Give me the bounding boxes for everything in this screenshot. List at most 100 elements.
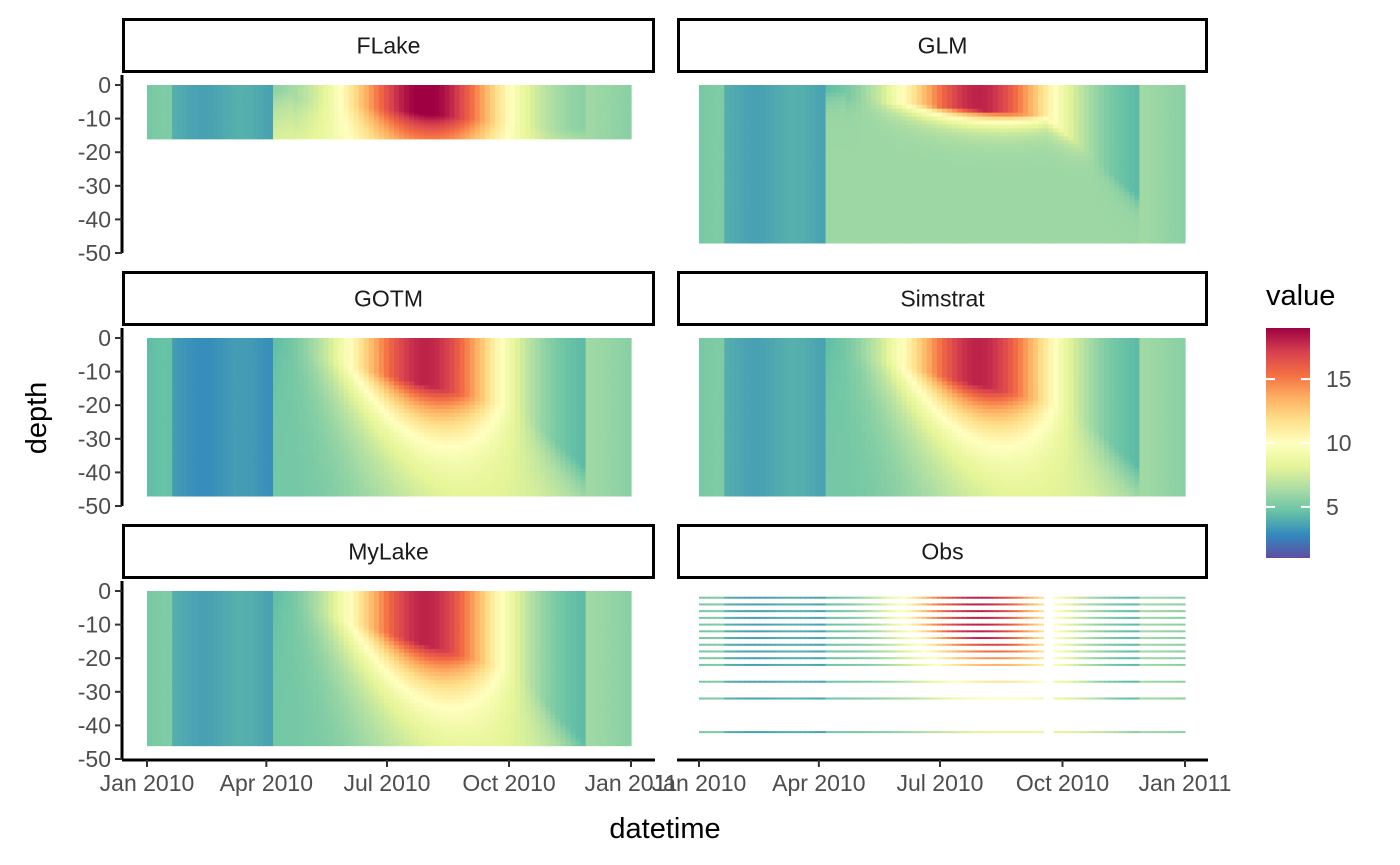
heatmap-cell — [494, 121, 501, 124]
heatmap-cell — [227, 110, 234, 113]
heatmap-cell — [724, 96, 730, 102]
heatmap-cell — [459, 86, 466, 89]
heatmap-cell — [739, 160, 746, 165]
heatmap-cell — [835, 179, 842, 185]
heatmap-cell — [162, 107, 168, 110]
heatmap-cell — [479, 133, 486, 136]
heatmap-cell — [333, 95, 340, 98]
heatmap-cell — [515, 109, 521, 112]
heatmap-cell — [389, 90, 395, 93]
heatmap-cell — [383, 105, 390, 108]
heatmap-cell — [212, 91, 219, 94]
heatmap-cell — [207, 97, 214, 100]
heatmap-cell — [429, 105, 435, 108]
heatmap-cell — [570, 87, 577, 90]
heatmap-cell — [464, 90, 471, 93]
heatmap-cell — [394, 133, 400, 136]
heatmap-cell — [162, 102, 168, 105]
heatmap-cell — [474, 107, 481, 110]
heatmap-cell — [489, 130, 496, 133]
heatmap-cell — [575, 125, 582, 128]
heatmap-cell — [510, 132, 516, 134]
heatmap-cell — [615, 99, 622, 102]
heatmap-cell — [409, 109, 415, 112]
heatmap-cell — [389, 128, 395, 130]
heatmap-cell — [227, 121, 234, 124]
heatmap-cell — [172, 102, 178, 105]
heatmap-cell — [744, 175, 751, 181]
heatmap-cell — [202, 87, 209, 90]
heatmap-cell — [409, 101, 415, 104]
heatmap-cell — [177, 125, 183, 128]
heatmap-cell — [704, 124, 710, 130]
heatmap-cell — [459, 134, 466, 137]
heatmap-cell — [795, 207, 801, 212]
heatmap-cell — [759, 92, 766, 98]
heatmap-cell — [172, 122, 178, 125]
heatmap-cell — [227, 102, 234, 105]
heatmap-cell — [714, 195, 720, 201]
heatmap-cell — [820, 215, 827, 220]
heatmap-cell — [600, 105, 607, 108]
heatmap-cell — [313, 109, 320, 112]
heatmap-cell — [147, 136, 153, 139]
heatmap-cell — [575, 110, 582, 113]
heatmap-cell — [333, 125, 340, 128]
heatmap-cell — [222, 119, 229, 122]
heatmap-cell — [795, 88, 801, 94]
heatmap-cell — [373, 89, 380, 91]
heatmap-cell — [520, 118, 526, 121]
heatmap-cell — [520, 98, 526, 101]
heatmap-cell — [404, 121, 410, 124]
heatmap-cell — [590, 134, 597, 137]
heatmap-cell — [172, 97, 178, 100]
heatmap-cell — [489, 95, 496, 98]
heatmap-cell — [704, 128, 710, 133]
heatmap-cell — [273, 110, 279, 113]
heatmap-cell — [565, 97, 572, 100]
heatmap-cell — [749, 112, 756, 118]
heatmap-cell — [479, 125, 486, 128]
heatmap-cell — [328, 99, 335, 102]
heatmap-cell — [585, 115, 592, 118]
heatmap-cell — [404, 125, 410, 128]
heatmap-cell — [484, 123, 491, 126]
heatmap-cell — [494, 123, 501, 126]
heatmap-cell — [575, 101, 582, 104]
heatmap-cell — [439, 98, 446, 101]
heatmap-cell — [600, 89, 607, 91]
heatmap-cell — [449, 91, 456, 94]
heatmap-cell — [318, 109, 325, 112]
heatmap-cell — [709, 136, 715, 141]
heatmap-cell — [484, 125, 491, 128]
heatmap-cell — [565, 99, 572, 102]
heatmap-cell — [298, 128, 304, 130]
heatmap-cell — [510, 125, 516, 128]
heatmap-cell — [182, 93, 188, 95]
heatmap-cell — [759, 187, 766, 193]
heatmap-cell — [293, 91, 299, 94]
heatmap-cell — [338, 114, 345, 117]
heatmap-cell — [575, 102, 582, 105]
heatmap-cell — [724, 100, 730, 106]
heatmap-cell — [709, 85, 715, 90]
heatmap-cell — [525, 103, 531, 106]
heatmap-cell — [815, 148, 822, 153]
heatmap-cell — [288, 101, 294, 104]
heatmap-cell — [790, 92, 796, 98]
heatmap-cell — [774, 238, 781, 244]
heatmap-cell — [550, 125, 556, 128]
heatmap-cell — [172, 87, 178, 90]
heatmap-cell — [268, 123, 274, 126]
heatmap-cell — [383, 95, 390, 98]
heatmap-cell — [404, 111, 410, 114]
heatmap-cell — [560, 121, 567, 124]
heatmap-cell — [459, 132, 466, 134]
heatmap-cell — [575, 119, 582, 122]
heatmap-cell — [242, 98, 249, 101]
y-tick-label: -50 — [78, 240, 111, 266]
heatmap-cell — [459, 117, 466, 120]
heatmap-cell — [389, 114, 395, 117]
heatmap-cell — [625, 102, 632, 105]
heatmap-cell — [328, 128, 335, 130]
